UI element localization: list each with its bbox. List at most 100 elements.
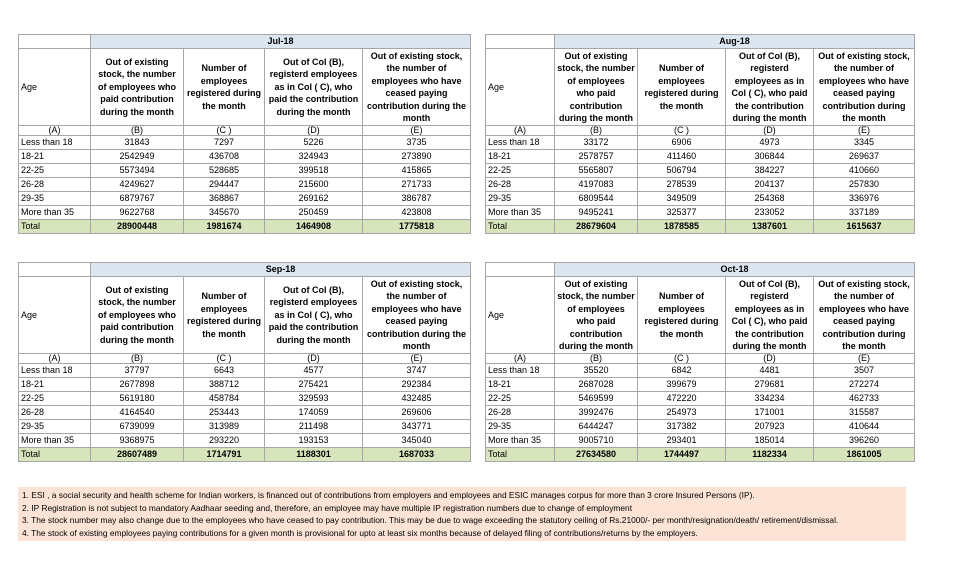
age-group: 18-21	[485, 377, 555, 392]
data-row: More than 35 9368975 293220 193153 345040	[18, 433, 472, 448]
data-row: Less than 18 33172 6906 4973 3345	[485, 135, 916, 150]
column-letter: (D)	[264, 125, 363, 136]
count-cell: 472220	[637, 391, 726, 406]
count-cell: 171001	[725, 405, 814, 420]
count-cell: 292384	[361, 377, 472, 392]
column-header: Age	[485, 276, 555, 354]
count-cell: 6842	[637, 363, 726, 378]
total-cell: 1861005	[812, 447, 916, 462]
age-group: More than 35	[18, 205, 91, 220]
column-header: Out of existing stock, the number of emp…	[90, 276, 184, 354]
data-row: 18-21 2542949 436708 324943 273890	[18, 149, 472, 164]
data-table: Oct-18 Age Out of existing stock, the numb…	[485, 262, 916, 462]
data-row: More than 35 9622768 345670 250459 423808	[18, 205, 472, 220]
count-cell: 315587	[812, 405, 916, 420]
data-row: 29-35 6444247 317382 207923 410644	[485, 419, 916, 434]
count-cell: 4164540	[90, 405, 184, 420]
data-row: Less than 18 35520 6842 4481 3507	[485, 363, 916, 378]
total-cell: 1182334	[725, 447, 814, 462]
count-cell: 306844	[725, 149, 814, 164]
total-cell: 28607489	[90, 447, 184, 462]
count-cell: 33172	[554, 135, 638, 150]
column-header: Out of existing stock, the number of emp…	[812, 48, 916, 126]
count-cell: 324943	[264, 149, 363, 164]
data-row: 18-21 2677898 388712 275421 292384	[18, 377, 472, 392]
age-group: 29-35	[18, 419, 91, 434]
column-letter: (E)	[361, 353, 472, 364]
header-row: Age Out of existing stock, the number of …	[485, 276, 916, 354]
total-cell: 1188301	[264, 447, 363, 462]
count-cell: 325377	[637, 205, 726, 220]
data-row: 18-21 2578757 411460 306844 269637	[485, 149, 916, 164]
data-row: Less than 18 31843 7297 5226 3735	[18, 135, 472, 150]
age-group: 26-28	[18, 405, 91, 420]
data-row: Less than 18 37797 6643 4577 3747	[18, 363, 472, 378]
age-group: 18-21	[18, 377, 91, 392]
count-cell: 5226	[264, 135, 363, 150]
column-header: Out of Col (B), registerd employees as i…	[725, 276, 814, 354]
total-cell: 1981674	[183, 219, 265, 234]
note: 2. IP Registration is not subject to man…	[22, 502, 633, 513]
count-cell: 368867	[183, 191, 265, 206]
column-header: Age	[18, 48, 91, 126]
data-row: 18-21 2687028 399679 279681 272274	[485, 377, 916, 392]
count-cell: 329593	[264, 391, 363, 406]
count-cell: 336976	[812, 191, 916, 206]
column-letter: (D)	[264, 353, 363, 364]
count-cell: 432485	[361, 391, 472, 406]
column-header: Out of existing stock, the number of emp…	[554, 276, 638, 354]
count-cell: 388712	[183, 377, 265, 392]
data-row: 22-25 5469599 472220 334234 462733	[485, 391, 916, 406]
column-letter: (C )	[637, 125, 726, 136]
data-table: Aug-18 Age Out of existing stock, the numb…	[485, 34, 916, 234]
title-row: Oct-18	[485, 262, 916, 277]
count-cell: 193153	[264, 433, 363, 448]
total-cell: 1687033	[361, 447, 472, 462]
title-row: Aug-18	[485, 34, 916, 49]
letter-row: (A) (B) (C ) (D) (E)	[18, 353, 472, 364]
count-cell: 399679	[637, 377, 726, 392]
age-group: 26-28	[18, 177, 91, 192]
count-cell: 436708	[183, 149, 265, 164]
column-header: Out of existing stock, the number of emp…	[554, 48, 638, 126]
age-group: Less than 18	[18, 363, 91, 378]
age-group: 22-25	[18, 163, 91, 178]
column-letter: (D)	[725, 125, 814, 136]
age-group: More than 35	[485, 433, 555, 448]
total-cell: 28900448	[90, 219, 184, 234]
column-header: Age	[18, 276, 91, 354]
age-group: Less than 18	[18, 135, 91, 150]
count-cell: 313989	[183, 419, 265, 434]
total-cell: 1615637	[812, 219, 916, 234]
count-cell: 6444247	[554, 419, 638, 434]
count-cell: 3747	[361, 363, 472, 378]
count-cell: 4973	[725, 135, 814, 150]
age-group: More than 35	[18, 433, 91, 448]
letter-row: (A) (B) (C ) (D) (E)	[485, 353, 916, 364]
count-cell: 6739099	[90, 419, 184, 434]
count-cell: 37797	[90, 363, 184, 378]
total-cell: 1878585	[637, 219, 726, 234]
count-cell: 9005710	[554, 433, 638, 448]
column-header: Out of Col (B), registerd employees as i…	[725, 48, 814, 126]
column-letter: (A)	[18, 353, 91, 364]
total-label: Total	[18, 447, 91, 462]
table-title: Jul-18	[89, 34, 472, 49]
column-header: Out of Col (B), registerd employees as i…	[264, 48, 363, 126]
header-row: Age Out of existing stock, the number of …	[18, 48, 472, 126]
note: 4. The stock of existing employees payin…	[22, 527, 698, 538]
age-group: Less than 18	[485, 363, 555, 378]
column-header: Out of existing stock, the number of emp…	[361, 276, 472, 354]
header-row: Age Out of existing stock, the number of …	[485, 48, 916, 126]
count-cell: 411460	[637, 149, 726, 164]
column-letter: (E)	[812, 353, 916, 364]
title-row: Sep-18	[18, 262, 472, 277]
column-header: Age	[485, 48, 555, 126]
count-cell: 294447	[183, 177, 265, 192]
data-row: More than 35 9005710 293401 185014 396260	[485, 433, 916, 448]
count-cell: 345670	[183, 205, 265, 220]
column-letter: (C )	[183, 125, 265, 136]
notes: 1. ESI , a social security and health sc…	[18, 487, 906, 541]
count-cell: 279681	[725, 377, 814, 392]
